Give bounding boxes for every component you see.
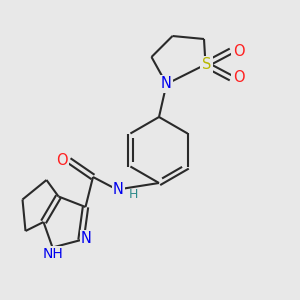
Text: N: N <box>161 76 172 92</box>
Text: N: N <box>113 182 124 197</box>
Text: S: S <box>202 57 211 72</box>
Text: NH: NH <box>43 247 64 261</box>
Text: H: H <box>129 188 138 202</box>
Text: O: O <box>56 153 67 168</box>
Text: O: O <box>233 44 244 59</box>
Text: O: O <box>233 70 244 86</box>
Text: N: N <box>81 231 92 246</box>
